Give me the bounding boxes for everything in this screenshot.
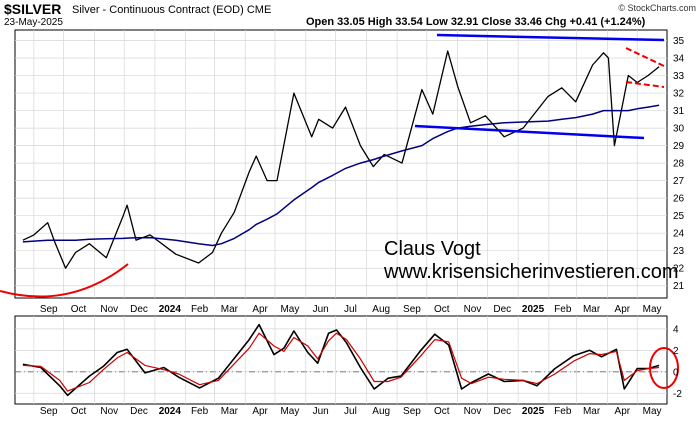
- price-xtick-3: Dec: [130, 304, 148, 315]
- price-ytick-29: 29: [673, 141, 685, 152]
- price-ytick-27: 27: [673, 176, 685, 187]
- oscillator-ytick-0: 0: [673, 367, 679, 378]
- bottom-arc-marker: [0, 263, 129, 298]
- oscillator-xtick-2: Nov: [100, 406, 118, 417]
- lower-channel-trendline: [414, 124, 645, 140]
- oscillator-xtick-3: Dec: [130, 406, 148, 417]
- oscillator-xtick-14: Nov: [464, 406, 482, 417]
- chart-date: 23-May-2025: [4, 17, 63, 28]
- oscillator-xtick-1: Oct: [71, 406, 87, 417]
- price-xtick-8: May: [280, 304, 299, 315]
- price-ytick-30: 30: [673, 124, 685, 135]
- price-xtick-9: Jun: [313, 304, 329, 315]
- price-ytick-28: 28: [673, 159, 685, 170]
- oscillator-xtick-12: Sep: [403, 406, 421, 417]
- wedge-lower-line: [625, 81, 665, 88]
- price-xtick-1: Oct: [71, 304, 87, 315]
- price-xtick-4: 2024: [159, 304, 182, 315]
- price-xtick-18: Mar: [583, 304, 601, 315]
- price-xtick-11: Aug: [372, 304, 390, 315]
- oscillator-xtick-18: Mar: [583, 406, 601, 417]
- wedge-upper-line: [625, 47, 665, 67]
- price-panel-frame: [14, 29, 668, 299]
- oscillator-xtick-17: Feb: [554, 406, 572, 417]
- price-xtick-12: Sep: [403, 304, 421, 315]
- price-ytick-26: 26: [673, 194, 685, 205]
- oscillator-xtick-7: Apr: [252, 406, 268, 417]
- price-ytick-25: 25: [673, 211, 685, 222]
- price-ytick-23: 23: [673, 246, 685, 257]
- instrument-subtitle: Silver - Continuous Contract (EOD) CME: [72, 4, 272, 16]
- price-xtick-2: Nov: [100, 304, 118, 315]
- oscillator-xtick-13: Oct: [434, 406, 450, 417]
- price-xtick-5: Feb: [191, 304, 209, 315]
- oscillator-ytick--2: -2: [673, 389, 682, 400]
- oscillator-panel-frame: [14, 315, 668, 405]
- price-ytick-24: 24: [673, 229, 685, 240]
- author-annotation: Claus Vogt: [384, 238, 481, 260]
- price-xtick-15: Dec: [493, 304, 511, 315]
- ohlc-readout: Open 33.05 High 33.54 Low 32.91 Close 33…: [306, 16, 646, 28]
- oscillator-xtick-0: Sep: [40, 406, 58, 417]
- oscillator-ytick-4: 4: [673, 324, 679, 335]
- price-ytick-22: 22: [673, 264, 685, 275]
- price-xtick-19: Apr: [615, 304, 631, 315]
- price-ytick-34: 34: [673, 54, 685, 65]
- price-xtick-14: Nov: [464, 304, 482, 315]
- price-ytick-31: 31: [673, 106, 685, 117]
- oscillator-xtick-16: 2025: [522, 406, 545, 417]
- price-xtick-20: May: [643, 304, 662, 315]
- oscillator-xtick-20: May: [643, 406, 662, 417]
- price-ytick-35: 35: [673, 36, 685, 47]
- price-xtick-0: Sep: [40, 304, 58, 315]
- oscillator-xtick-10: Jul: [344, 406, 357, 417]
- oscillator-xtick-15: Dec: [493, 406, 511, 417]
- oscillator-xtick-8: May: [280, 406, 299, 417]
- price-xtick-10: Jul: [344, 304, 357, 315]
- oscillator-series-1: [22, 332, 660, 392]
- copyright-label: © StockCharts.com: [618, 3, 696, 13]
- oscillator-xtick-11: Aug: [372, 406, 390, 417]
- price-ytick-21: 21: [673, 281, 685, 292]
- series-lines: [22, 50, 660, 397]
- price-series-0: [22, 50, 660, 269]
- annotation-marks: [0, 33, 679, 389]
- signal-circle-marker: [649, 347, 679, 389]
- oscillator-xtick-4: 2024: [159, 406, 182, 417]
- oscillator-xtick-9: Jun: [313, 406, 329, 417]
- symbol-title: $SILVER: [4, 1, 62, 17]
- price-xtick-17: Feb: [554, 304, 572, 315]
- oscillator-xtick-6: Mar: [221, 406, 239, 417]
- oscillator-xtick-19: Apr: [615, 406, 631, 417]
- price-series-1: [22, 104, 660, 247]
- price-xtick-6: Mar: [221, 304, 239, 315]
- oscillator-series-0: [22, 323, 660, 397]
- price-xtick-13: Oct: [434, 304, 450, 315]
- price-xtick-7: Apr: [252, 304, 268, 315]
- upper-channel-trendline: [436, 33, 665, 42]
- price-ytick-32: 32: [673, 89, 685, 100]
- website-annotation: www.krisensicherinvestieren.com: [384, 261, 679, 283]
- price-xtick-16: 2025: [522, 304, 545, 315]
- grid-lines: [15, 30, 667, 404]
- oscillator-ytick-2: 2: [673, 346, 679, 357]
- price-ytick-33: 33: [673, 71, 685, 82]
- oscillator-xtick-5: Feb: [191, 406, 209, 417]
